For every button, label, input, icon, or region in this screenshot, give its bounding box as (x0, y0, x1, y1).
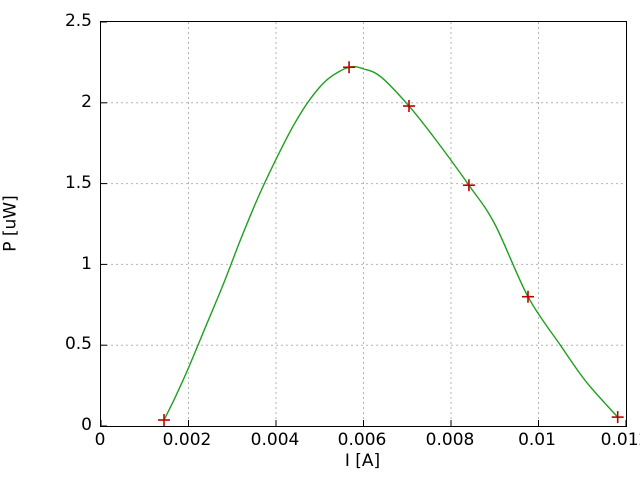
y-tick-label: 2 (81, 92, 92, 112)
y-tick-label: 1 (81, 254, 92, 274)
y-tick-label: 0.5 (64, 334, 92, 354)
fit-curve (163, 65, 619, 421)
x-axis-label: I [A] (344, 451, 381, 471)
grid-lines (100, 21, 627, 427)
y-tick-label: 0 (81, 415, 92, 435)
x-tick-label: 0.01 (518, 430, 556, 450)
x-tick-label: 0.006 (337, 430, 387, 450)
y-tick-label: 1.5 (64, 173, 92, 193)
x-tick-label: 0.002 (162, 430, 212, 450)
x-tick-label: 0.012 (600, 430, 640, 450)
y-axis-tick-labels: 0 0.5 1 1.5 2 2.5 (0, 0, 92, 480)
x-tick-label: 0.008 (425, 430, 475, 450)
x-axis-tick-labels: 0 0.002 0.004 0.006 0.008 0.01 0.012 (0, 432, 640, 454)
x-tick-label: 0 (94, 430, 106, 450)
y-axis-label: P [uW] (0, 195, 21, 252)
data-point-markers (158, 61, 624, 427)
y-tick-label: 2.5 (64, 11, 92, 31)
plot-area (100, 21, 627, 427)
x-tick-label: 0.004 (250, 430, 300, 450)
